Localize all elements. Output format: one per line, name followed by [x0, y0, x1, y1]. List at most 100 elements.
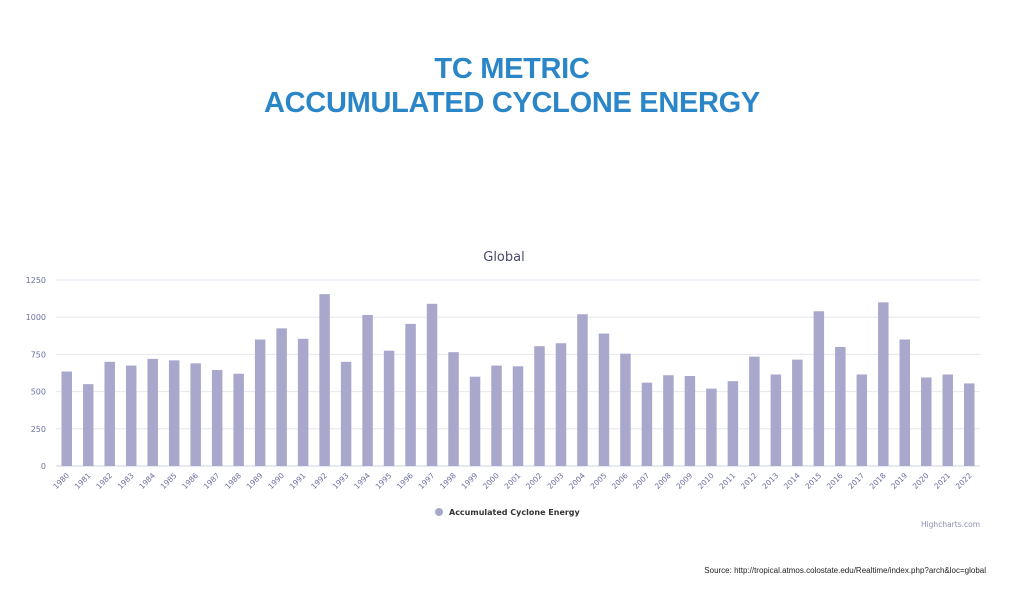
page-title: TC METRIC ACCUMULATED CYCLONE ENERGY — [0, 52, 1024, 120]
bar-2015[interactable] — [813, 311, 825, 466]
y-tick-label: 250 — [31, 425, 46, 434]
bar-1980[interactable] — [61, 371, 72, 466]
x-tick-label: 1996 — [395, 471, 415, 491]
x-tick-label: 2009 — [674, 471, 694, 491]
x-tick-label: 1998 — [438, 471, 458, 491]
x-tick-label: 1991 — [288, 471, 308, 491]
x-tick-label: 1987 — [202, 471, 222, 491]
x-tick-label: 2005 — [589, 471, 609, 491]
bar-2007[interactable] — [641, 382, 653, 466]
bar-1982[interactable] — [104, 361, 115, 466]
bar-2019[interactable] — [899, 339, 911, 466]
bar-2004[interactable] — [577, 314, 588, 466]
bar-2001[interactable] — [512, 366, 524, 466]
highcharts-credits[interactable]: Highcharts.com — [920, 520, 980, 529]
bar-2002[interactable] — [534, 346, 545, 466]
legend-label[interactable]: Accumulated Cyclone Energy — [449, 508, 581, 517]
bar-1999[interactable] — [469, 376, 481, 466]
x-tick-label: 1997 — [417, 471, 437, 491]
bars — [61, 294, 975, 466]
bar-2014[interactable] — [792, 359, 803, 466]
bar-1984[interactable] — [147, 358, 158, 466]
bar-2000[interactable] — [491, 365, 502, 466]
x-tick-label: 1994 — [352, 471, 372, 491]
y-tick-label: 500 — [31, 388, 46, 397]
x-tick-label: 2015 — [803, 471, 823, 491]
x-tick-label: 2007 — [631, 471, 651, 491]
bar-1998[interactable] — [448, 352, 459, 466]
y-tick-label: 0 — [41, 462, 46, 471]
y-axis-labels: 0 250 500 750 1000 1250 — [26, 276, 46, 471]
bar-2017[interactable] — [856, 374, 868, 466]
x-tick-label: 2012 — [739, 471, 759, 491]
y-tick-label: 1000 — [26, 313, 46, 322]
bar-1985[interactable] — [168, 360, 180, 466]
bar-2005[interactable] — [598, 333, 610, 466]
bar-2003[interactable] — [555, 343, 567, 466]
bar-1991[interactable] — [297, 338, 309, 466]
bar-2012[interactable] — [749, 356, 760, 466]
bar-2006[interactable] — [620, 353, 631, 466]
x-tick-label: 2018 — [868, 471, 888, 491]
chart-title: Global — [483, 250, 524, 265]
bar-2010[interactable] — [706, 388, 717, 466]
x-tick-label: 2006 — [610, 471, 630, 491]
bar-2022[interactable] — [964, 383, 975, 466]
x-tick-label: 2019 — [889, 471, 909, 491]
x-tick-label: 2017 — [846, 471, 866, 491]
x-tick-label: 1990 — [266, 471, 286, 491]
bar-2011[interactable] — [727, 381, 739, 466]
bar-2013[interactable] — [770, 374, 782, 466]
bar-1996[interactable] — [405, 323, 416, 466]
bar-1995[interactable] — [383, 350, 395, 466]
bar-1990[interactable] — [276, 328, 287, 466]
bar-1986[interactable] — [190, 363, 201, 466]
bar-1987[interactable] — [211, 370, 223, 466]
x-tick-label: 2022 — [954, 471, 974, 491]
x-tick-label: 2004 — [567, 471, 587, 491]
x-tick-label: 1984 — [137, 471, 157, 491]
x-tick-label: 2016 — [825, 471, 845, 491]
x-tick-label: 1982 — [94, 471, 114, 491]
x-tick-label: 1995 — [374, 471, 394, 491]
x-tick-label: 1988 — [223, 471, 243, 491]
x-tick-label: 1980 — [51, 471, 71, 491]
x-tick-label: 1999 — [460, 471, 480, 491]
bar-1993[interactable] — [340, 361, 352, 466]
x-tick-label: 2010 — [696, 471, 716, 491]
bar-2020[interactable] — [921, 377, 932, 466]
x-tick-label: 2011 — [717, 471, 737, 491]
source-note: Source: http://tropical.atmos.colostate.… — [704, 566, 986, 575]
bar-1988[interactable] — [233, 373, 244, 466]
x-tick-label: 1981 — [73, 471, 93, 491]
legend[interactable]: Accumulated Cyclone Energy — [435, 508, 581, 517]
x-tick-label: 2001 — [503, 471, 523, 491]
x-tick-label: 1993 — [331, 471, 351, 491]
x-tick-label: 1992 — [309, 471, 329, 491]
x-tick-label: 1989 — [245, 471, 265, 491]
x-tick-label: 2014 — [782, 471, 802, 491]
bar-1981[interactable] — [82, 384, 94, 466]
x-tick-label: 2013 — [760, 471, 780, 491]
bar-1989[interactable] — [254, 339, 266, 466]
x-tick-label: 2000 — [481, 471, 501, 491]
legend-marker-icon — [435, 508, 443, 516]
bar-2018[interactable] — [878, 302, 889, 466]
bar-2008[interactable] — [663, 375, 674, 466]
x-axis-labels: 1980 1981 1982 1983 1984 1985 1986 1987 1988 1989… — [51, 471, 974, 491]
bar-2009[interactable] — [684, 375, 696, 466]
bar-1992[interactable] — [319, 294, 330, 466]
y-tick-label: 1250 — [26, 276, 46, 285]
x-tick-label: 2020 — [911, 471, 931, 491]
x-tick-label: 2003 — [546, 471, 566, 491]
bar-1983[interactable] — [125, 365, 137, 466]
title-line-1: TC METRIC — [434, 53, 590, 85]
x-tick-label: 2008 — [653, 471, 673, 491]
bar-2016[interactable] — [835, 346, 846, 466]
x-tick-label: 2021 — [932, 471, 952, 491]
bar-2021[interactable] — [942, 374, 954, 466]
x-tick-label: 1983 — [116, 471, 136, 491]
bar-1994[interactable] — [362, 314, 373, 466]
bar-1997[interactable] — [426, 303, 438, 466]
